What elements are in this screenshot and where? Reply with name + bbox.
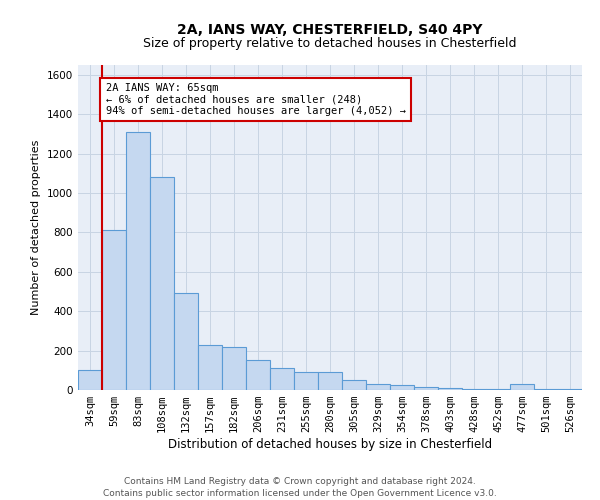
Bar <box>222 346 246 390</box>
Bar <box>534 389 558 390</box>
Text: Contains public sector information licensed under the Open Government Licence v3: Contains public sector information licen… <box>103 489 497 498</box>
Y-axis label: Number of detached properties: Number of detached properties <box>31 140 41 315</box>
Text: Contains HM Land Registry data © Crown copyright and database right 2024.: Contains HM Land Registry data © Crown c… <box>124 478 476 486</box>
Bar <box>486 389 510 390</box>
Bar <box>510 384 534 390</box>
Bar <box>438 388 462 390</box>
Bar <box>246 360 270 390</box>
Bar <box>198 344 222 390</box>
X-axis label: Distribution of detached houses by size in Chesterfield: Distribution of detached houses by size … <box>168 438 492 451</box>
Bar <box>270 368 294 390</box>
Bar <box>294 372 318 390</box>
Bar <box>558 389 582 390</box>
Bar <box>342 380 366 390</box>
Bar <box>414 387 438 390</box>
Bar <box>366 384 390 390</box>
Bar <box>390 385 414 390</box>
Bar <box>174 294 198 390</box>
Bar <box>126 132 150 390</box>
Bar <box>462 389 486 390</box>
Bar <box>150 178 174 390</box>
Bar <box>102 230 126 390</box>
Text: 2A IANS WAY: 65sqm
← 6% of detached houses are smaller (248)
94% of semi-detache: 2A IANS WAY: 65sqm ← 6% of detached hous… <box>106 82 406 116</box>
Text: 2A, IANS WAY, CHESTERFIELD, S40 4PY: 2A, IANS WAY, CHESTERFIELD, S40 4PY <box>177 22 483 36</box>
Text: Size of property relative to detached houses in Chesterfield: Size of property relative to detached ho… <box>143 38 517 51</box>
Bar <box>78 370 102 390</box>
Bar <box>318 372 342 390</box>
